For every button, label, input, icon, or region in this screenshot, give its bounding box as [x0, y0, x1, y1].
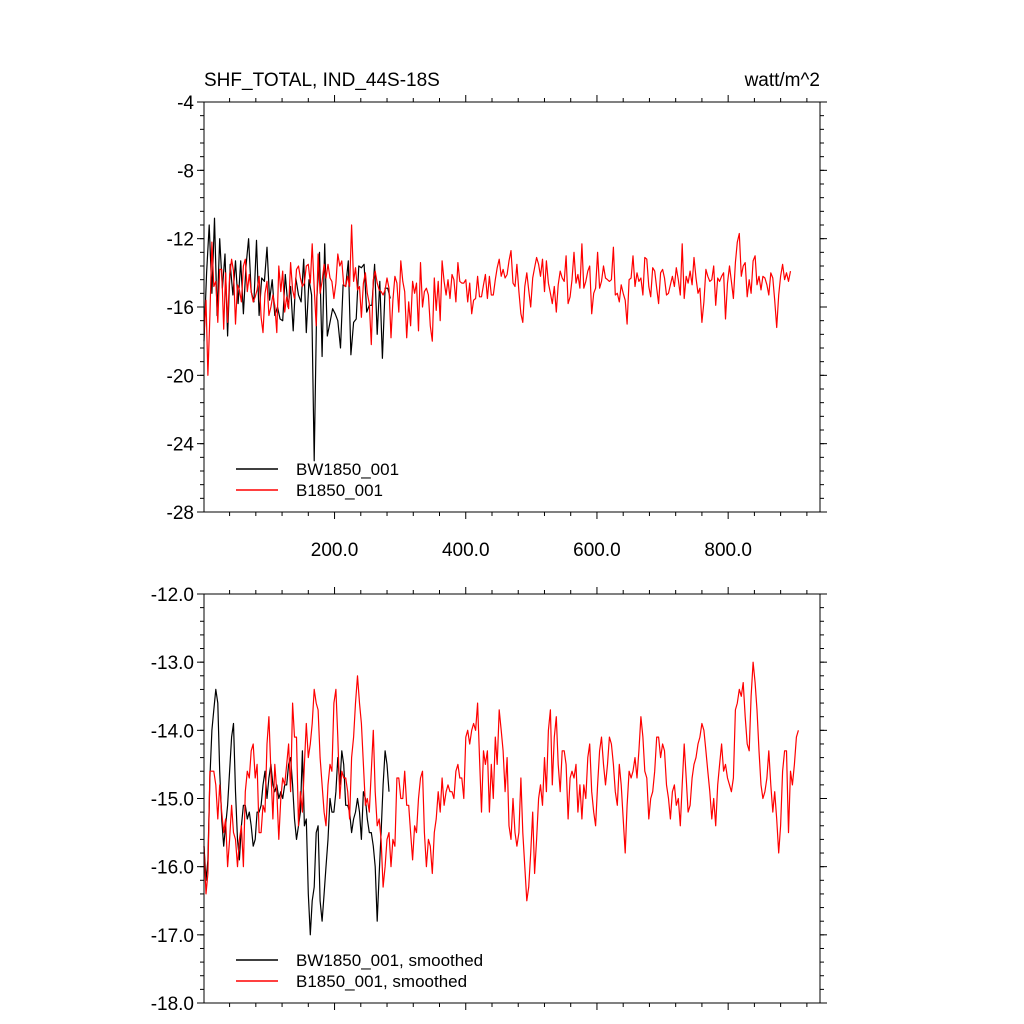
- y-tick-label: -18.0: [151, 994, 194, 1015]
- y-tick-label: -16: [167, 298, 194, 319]
- bottom-panel-legend: BW1850_001, smoothed B1850_001, smoothed: [236, 951, 483, 991]
- y-tick-label: -15.0: [151, 790, 194, 811]
- bottom-panel: -12.0 -13.0 -14.0 -15.0 -16.0 -17.0 -18.0 BW18…: [151, 585, 827, 1015]
- bottom-panel-ticks: [197, 587, 827, 1010]
- x-tick-label: 800.0: [704, 540, 752, 561]
- y-tick-label: -17.0: [151, 926, 194, 947]
- y-tick-label: -24: [167, 435, 195, 456]
- series-line-0: [203, 688, 390, 936]
- y-tick-label: -14.0: [151, 721, 194, 742]
- series-line-1: [203, 224, 792, 376]
- legend-label: BW1850_001: [296, 460, 399, 479]
- top-panel-tick-labels: -4 -8 -12 -16 -20 -24 -28 200.0 400.0 600.0 800.0: [167, 93, 752, 561]
- top-panel-title: SHF_TOTAL, IND_44S-18S: [204, 70, 440, 91]
- y-tick-label: -13.0: [151, 653, 194, 674]
- top-panel-units: watt/m^2: [744, 70, 820, 91]
- x-tick-label: 600.0: [573, 540, 621, 561]
- x-tick-label: 400.0: [442, 540, 490, 561]
- y-tick-label: -8: [177, 161, 194, 182]
- bottom-panel-frame: [203, 593, 821, 1004]
- y-tick-label: -20: [167, 366, 194, 387]
- series-line-0: [203, 217, 391, 462]
- top-panel-ticks: [197, 95, 827, 519]
- y-tick-label: -4: [177, 93, 194, 114]
- top-panel-legend: BW1850_001 B1850_001: [236, 460, 399, 500]
- bottom-panel-tick-labels: -12.0 -13.0 -14.0 -15.0 -16.0 -17.0 -18.0: [151, 585, 194, 1015]
- x-tick-label: 200.0: [311, 540, 359, 561]
- legend-label: BW1850_001, smoothed: [296, 951, 483, 970]
- top-panel-series: [203, 217, 792, 462]
- y-tick-label: -16.0: [151, 858, 194, 879]
- legend-label: B1850_001, smoothed: [296, 972, 467, 991]
- y-tick-label: -12.0: [151, 585, 194, 606]
- bottom-panel-series: [203, 661, 799, 936]
- top-panel: SHF_TOTAL, IND_44S-18S watt/m^2 -4-8-12-…: [167, 70, 827, 561]
- y-tick-label: -28: [167, 503, 194, 524]
- y-tick-label: -12: [167, 230, 194, 251]
- series-line-1: [203, 661, 799, 902]
- legend-label: B1850_001: [296, 481, 383, 500]
- top-panel-frame: [203, 101, 821, 513]
